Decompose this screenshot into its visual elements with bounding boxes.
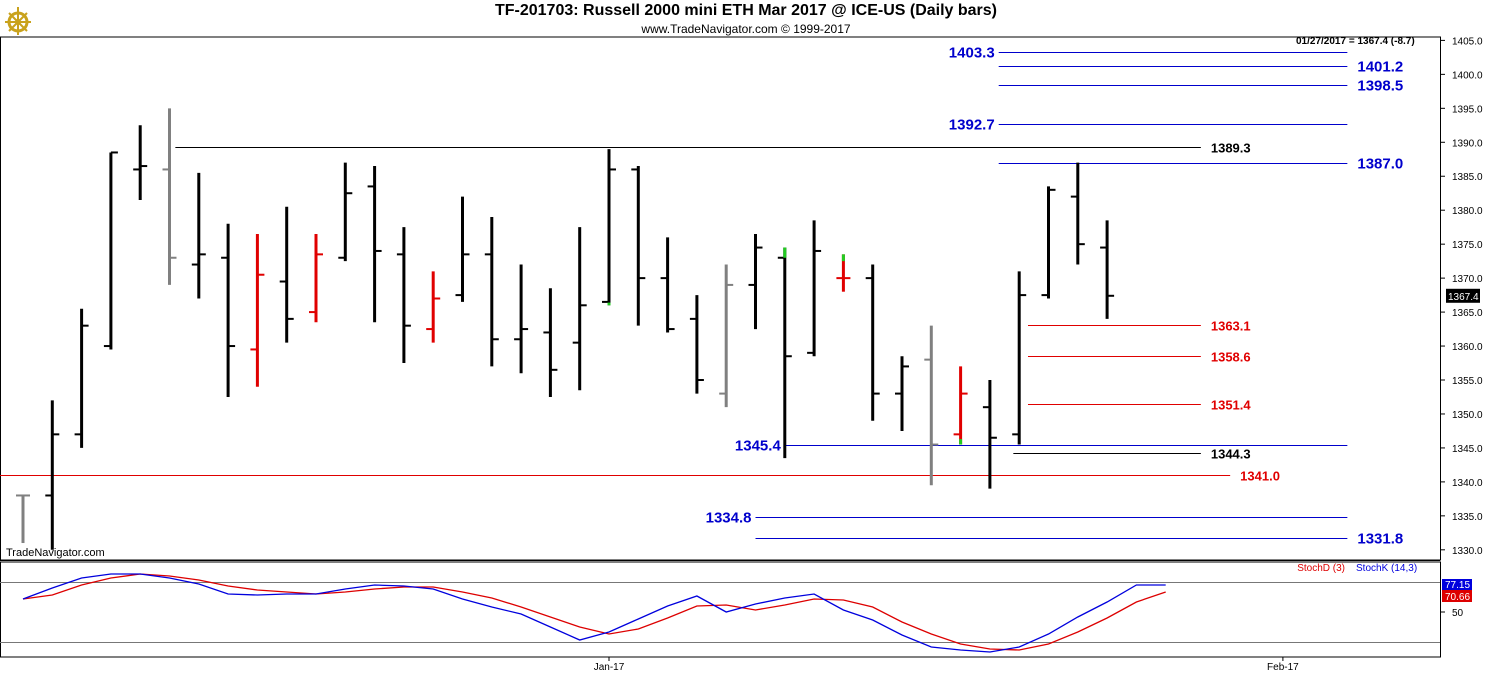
price-y-tick-label: 1395.0 <box>1452 104 1483 115</box>
level-label: 1387.0 <box>1357 156 1403 173</box>
watermark-text: TradeNavigator.com <box>6 547 105 559</box>
level-label: 1341.0 <box>1240 469 1280 484</box>
level-label: 1345.4 <box>735 438 782 455</box>
level-label: 1334.8 <box>706 510 752 527</box>
price-y-tick-label: 1340.0 <box>1452 478 1483 489</box>
level-label: 1401.2 <box>1357 59 1403 76</box>
level-label: 1344.3 <box>1211 447 1251 462</box>
price-y-tick-label: 1405.0 <box>1452 36 1483 47</box>
oscillator-y-tick-label: 50 <box>1452 608 1464 619</box>
x-axis-label: Jan-17 <box>594 662 625 673</box>
price-y-tick-label: 1330.0 <box>1452 546 1483 557</box>
price-y-tick-label: 1335.0 <box>1452 512 1483 523</box>
stoch-series-d <box>23 574 1166 650</box>
last-bar-readout: 01/27/2017 = 1367.4 (-8.7) <box>1296 36 1415 47</box>
price-y-tick-label: 1355.0 <box>1452 376 1483 387</box>
price-y-tick-label: 1390.0 <box>1452 138 1483 149</box>
stoch-series-k <box>23 574 1166 652</box>
chart-title: TF-201703: Russell 2000 mini ETH Mar 201… <box>0 2 1492 20</box>
level-label: 1398.5 <box>1357 78 1403 95</box>
level-label: 1331.8 <box>1357 531 1403 548</box>
level-label: 1392.7 <box>949 117 995 134</box>
price-y-tick-label: 1385.0 <box>1452 172 1483 183</box>
price-panel-frame <box>1 37 1441 560</box>
level-label: 1389.3 <box>1211 141 1251 156</box>
last-price-label: 1367.4 <box>1448 292 1479 303</box>
price-y-tick-label: 1345.0 <box>1452 444 1483 455</box>
stochd-value-label: 70.66 <box>1445 592 1470 603</box>
level-label: 1363.1 <box>1211 319 1251 334</box>
legend-stochk: StochK (14,3) <box>1356 563 1417 574</box>
legend-stochd: StochD (3) <box>1297 563 1345 574</box>
price-y-tick-label: 1400.0 <box>1452 70 1483 81</box>
level-label: 1358.6 <box>1211 350 1251 365</box>
price-y-tick-label: 1370.0 <box>1452 274 1483 285</box>
price-y-tick-label: 1360.0 <box>1452 342 1483 353</box>
x-axis-label: Feb-17 <box>1267 662 1299 673</box>
price-y-tick-label: 1380.0 <box>1452 206 1483 217</box>
chart-copyright: www.TradeNavigator.com © 1999-2017 <box>0 22 1492 36</box>
price-y-tick-label: 1365.0 <box>1452 308 1483 319</box>
level-label: 1351.4 <box>1211 398 1252 413</box>
price-y-tick-label: 1375.0 <box>1452 240 1483 251</box>
level-label: 1403.3 <box>949 45 995 62</box>
stochk-value-label: 77.15 <box>1445 580 1470 591</box>
price-y-tick-label: 1350.0 <box>1452 410 1483 421</box>
